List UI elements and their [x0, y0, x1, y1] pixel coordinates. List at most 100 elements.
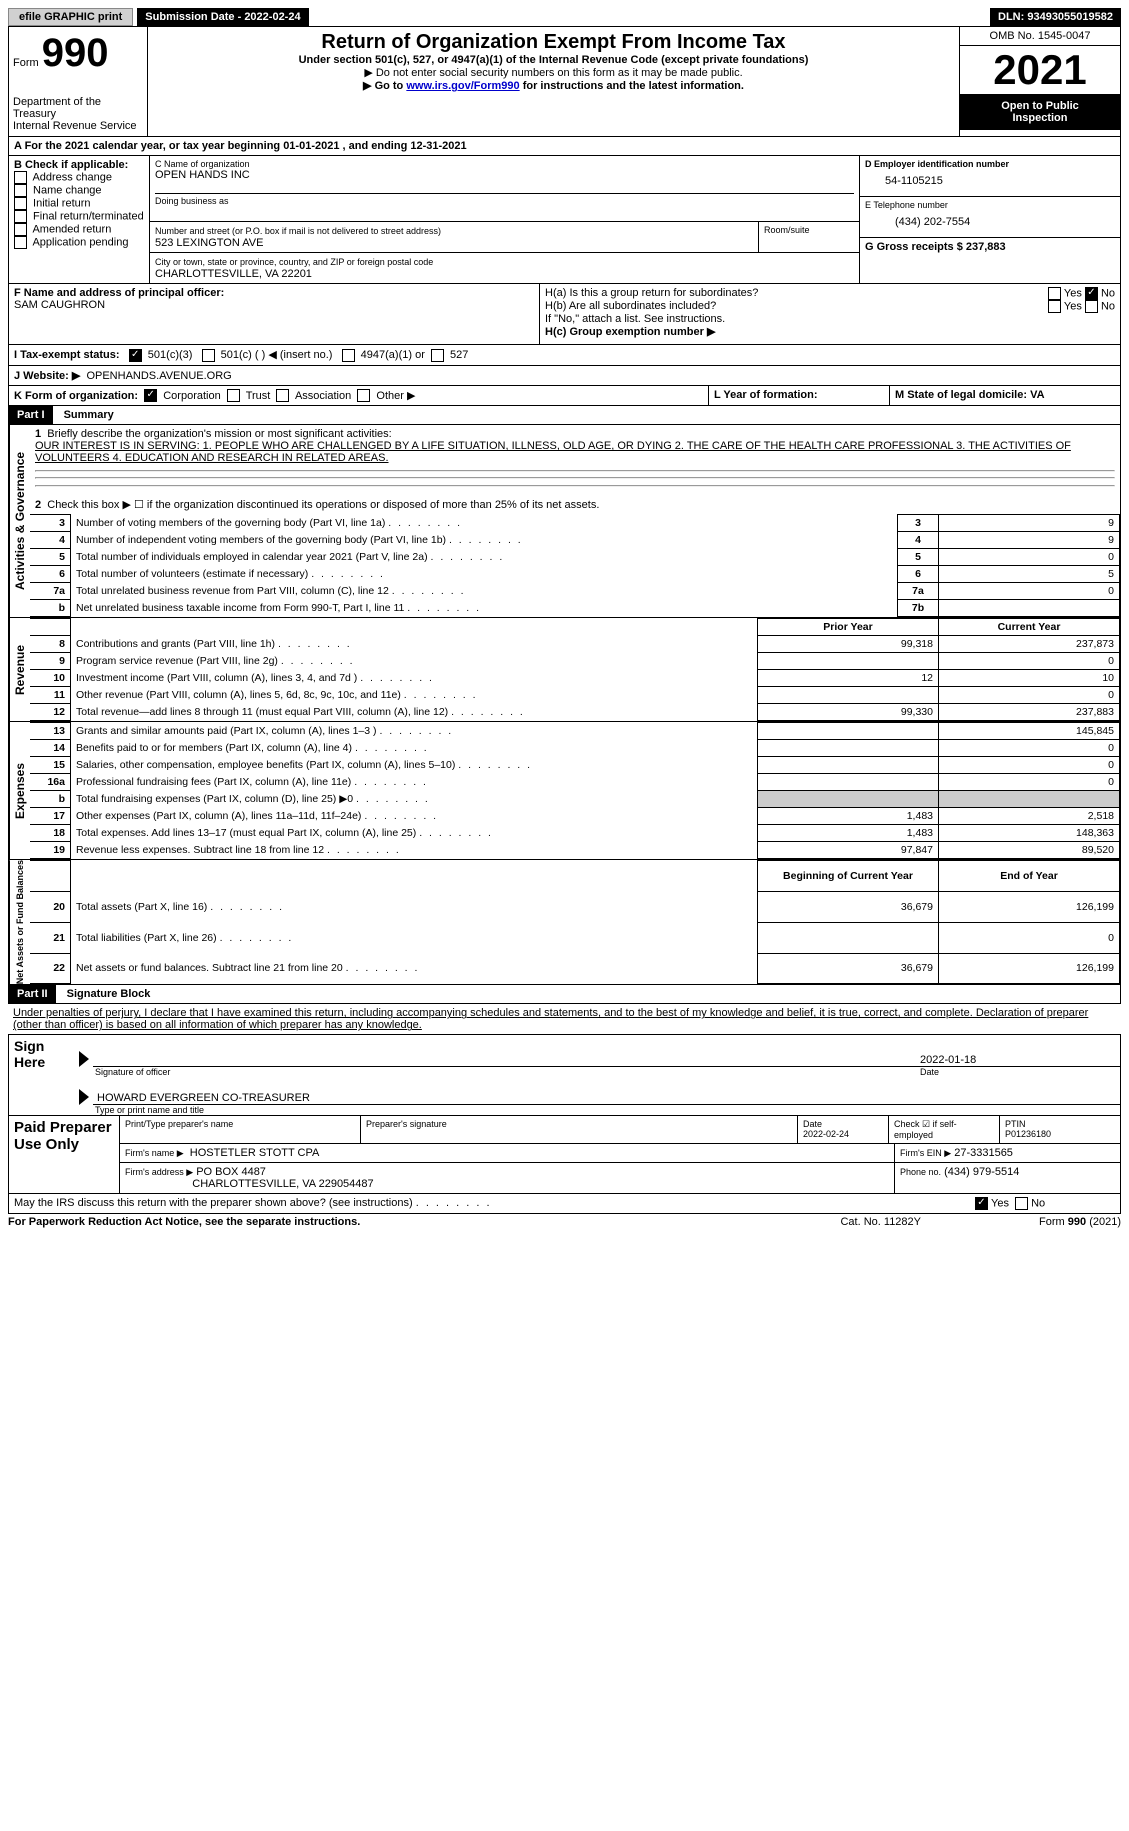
part2-header: Part II — [9, 985, 56, 1003]
m-label: M State of legal domicile: VA — [890, 386, 1120, 406]
firm-ein: 27-3331565 — [954, 1147, 1013, 1159]
firm-phone: (434) 979-5514 — [944, 1166, 1019, 1178]
discuss-yes-checkbox[interactable]: ✓ — [975, 1197, 988, 1210]
ein-value: 54-1105215 — [865, 169, 1115, 193]
hb-no-checkbox[interactable] — [1085, 300, 1098, 313]
firm-addr2: CHARLOTTESVILLE, VA 229054487 — [192, 1178, 373, 1190]
part1-title: Summary — [56, 406, 122, 424]
sig-officer-label: Signature of officer — [79, 1067, 920, 1077]
omb-number: OMB No. 1545-0047 — [960, 27, 1120, 45]
revenue-table: Prior YearCurrent Year8Contributions and… — [30, 618, 1120, 721]
tax-year: 2021 — [960, 45, 1120, 94]
irs-label: Internal Revenue Service — [13, 120, 143, 132]
b-option-checkbox[interactable] — [14, 210, 27, 223]
paid-preparer-label: Paid Preparer Use Only — [9, 1116, 120, 1193]
gross-receipts: G Gross receipts $ 237,883 — [860, 237, 1120, 256]
form-subtitle: Under section 501(c), 527, or 4947(a)(1)… — [152, 54, 955, 66]
mission-text: OUR INTEREST IS IN SERVING: 1. PEOPLE WH… — [35, 440, 1071, 464]
line2-text: Check this box ▶ ☐ if the organization d… — [47, 499, 599, 511]
line1-label: Briefly describe the organization's miss… — [47, 428, 391, 440]
form-title: Return of Organization Exempt From Incom… — [152, 31, 955, 54]
expenses-table: 13Grants and similar amounts paid (Part … — [30, 722, 1120, 859]
527-checkbox[interactable] — [431, 349, 444, 362]
c-label: C Name of organization — [155, 159, 854, 169]
efile-button[interactable]: efile GRAPHIC print — [8, 8, 133, 26]
prep-sig-label: Preparer's signature — [361, 1116, 798, 1143]
ha-no-checkbox[interactable]: ✓ — [1085, 287, 1098, 300]
prep-date: 2022-02-24 — [803, 1129, 849, 1139]
footer-cat: Cat. No. 11282Y — [840, 1216, 921, 1228]
top-bar: efile GRAPHIC print Submission Date - 20… — [8, 8, 1121, 26]
ptin-value: P01236180 — [1005, 1129, 1051, 1139]
org-form-row: K Form of organization: ✓ Corporation Tr… — [8, 386, 1121, 407]
city-value: CHARLOTTESVILLE, VA 22201 — [155, 268, 312, 280]
f-label: F Name and address of principal officer: — [14, 287, 224, 299]
form-word: Form — [13, 57, 39, 69]
netassets-section: Net Assets or Fund Balances Beginning of… — [8, 860, 1121, 985]
501c-checkbox[interactable] — [202, 349, 215, 362]
date-label: Date — [920, 1067, 1120, 1077]
b-option-checkbox[interactable] — [14, 171, 27, 184]
corp-checkbox[interactable]: ✓ — [144, 389, 157, 402]
open-public-badge: Open to PublicInspection — [960, 94, 1120, 130]
discuss-text: May the IRS discuss this return with the… — [9, 1194, 970, 1213]
ha-yes-checkbox[interactable] — [1048, 287, 1061, 300]
dba-label: Doing business as — [155, 193, 854, 206]
j-label: J Website: ▶ — [14, 370, 80, 382]
other-checkbox[interactable] — [357, 389, 370, 402]
firm-addr1: PO BOX 4487 — [196, 1166, 266, 1178]
b-option-checkbox[interactable] — [14, 223, 27, 236]
side-governance: Activities & Governance — [9, 425, 30, 617]
revenue-section: Revenue Prior YearCurrent Year8Contribut… — [8, 618, 1121, 722]
footer-right: Form 990 (2021) — [921, 1216, 1121, 1228]
officer-printed-name: HOWARD EVERGREEN CO-TREASURER — [93, 1092, 1120, 1105]
street-value: 523 LEXINGTON AVE — [155, 237, 263, 249]
discuss-row: May the IRS discuss this return with the… — [8, 1194, 1121, 1214]
governance-section: Activities & Governance 1 Briefly descri… — [8, 425, 1121, 618]
print-name-label: Print/Type preparer's name — [120, 1116, 361, 1143]
street-label: Number and street (or P.O. box if mail i… — [155, 226, 441, 236]
expenses-section: Expenses 13Grants and similar amounts pa… — [8, 722, 1121, 860]
4947-checkbox[interactable] — [342, 349, 355, 362]
discuss-no-checkbox[interactable] — [1015, 1197, 1028, 1210]
officer-block: F Name and address of principal officer:… — [8, 284, 1121, 345]
arrow-icon — [79, 1089, 89, 1105]
b-option-checkbox[interactable] — [14, 197, 27, 210]
dept-treasury: Department of the Treasury — [13, 96, 143, 120]
hc-label: H(c) Group exemption number ▶ — [545, 325, 1115, 338]
type-name-label: Type or print name and title — [79, 1105, 1120, 1115]
dln-label: DLN: 93493055019582 — [990, 8, 1121, 26]
e-label: E Telephone number — [865, 200, 1115, 210]
b-label: B Check if applicable: — [14, 159, 144, 171]
b-option-checkbox[interactable] — [14, 184, 27, 197]
trust-checkbox[interactable] — [227, 389, 240, 402]
paid-preparer-block: Paid Preparer Use Only Print/Type prepar… — [8, 1116, 1121, 1194]
netassets-table: Beginning of Current YearEnd of Year20To… — [30, 860, 1120, 984]
d-label: D Employer identification number — [865, 159, 1115, 169]
org-name: OPEN HANDS INC — [155, 169, 854, 181]
hb-yes-checkbox[interactable] — [1048, 300, 1061, 313]
self-employed-check: Check ☑ if self-employed — [889, 1116, 1000, 1143]
side-expenses: Expenses — [9, 722, 30, 859]
note-goto: ▶ Go to www.irs.gov/Form990 for instruct… — [152, 79, 955, 92]
form-number: 990 — [42, 31, 109, 75]
b-option-checkbox[interactable] — [14, 236, 27, 249]
note-ssn: ▶ Do not enter social security numbers o… — [152, 66, 955, 79]
part2-title: Signature Block — [59, 985, 159, 1003]
501c3-checkbox[interactable]: ✓ — [129, 349, 142, 362]
sign-here-label: Sign Here — [9, 1035, 79, 1115]
tax-exempt-row: I Tax-exempt status: ✓ 501(c)(3) 501(c) … — [8, 345, 1121, 366]
perjury-declaration: Under penalties of perjury, I declare th… — [8, 1004, 1121, 1034]
sig-date: 2022-01-18 — [920, 1054, 1120, 1067]
side-revenue: Revenue — [9, 618, 30, 721]
assoc-checkbox[interactable] — [276, 389, 289, 402]
part1-header: Part I — [9, 406, 53, 424]
calendar-year-line: A For the 2021 calendar year, or tax yea… — [9, 137, 472, 155]
arrow-icon — [79, 1051, 89, 1067]
officer-name: SAM CAUGHRON — [14, 299, 105, 311]
room-label: Room/suite — [759, 222, 860, 252]
website-value: OPENHANDS.AVENUE.ORG — [86, 370, 231, 382]
governance-table: 3Number of voting members of the governi… — [30, 514, 1120, 617]
irs-link[interactable]: www.irs.gov/Form990 — [406, 80, 519, 92]
submission-date: Submission Date - 2022-02-24 — [137, 8, 308, 26]
